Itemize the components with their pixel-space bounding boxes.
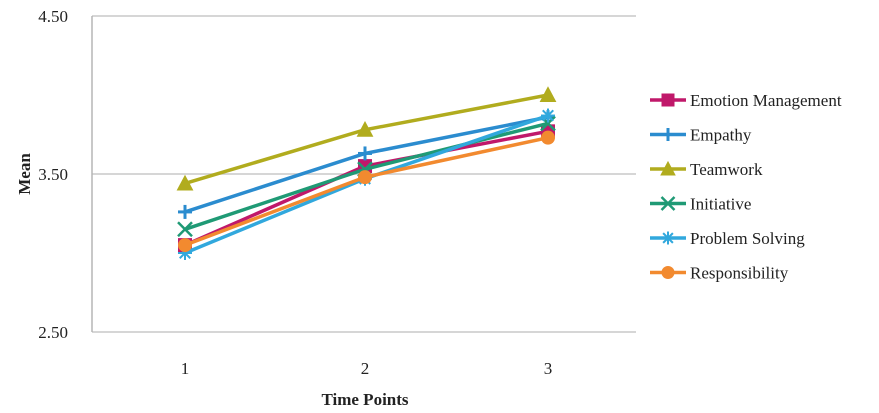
legend-item-initiative: Initiative [650, 195, 751, 214]
marker-stroke [540, 115, 556, 132]
data-point-teamwork [356, 121, 374, 137]
data-point-teamwork [176, 174, 194, 191]
legend-label: Initiative [690, 195, 751, 214]
marker-stroke [542, 109, 554, 122]
legend-marker [661, 93, 675, 107]
data-point-empathy [178, 204, 192, 219]
data-point-problem-solving [541, 108, 555, 123]
series-initiative [177, 115, 556, 238]
data-point-responsibility [541, 130, 555, 145]
x-tick-label: 3 [544, 359, 553, 378]
legend-marker [661, 266, 675, 279]
series-layer [176, 86, 557, 260]
marker-stroke [177, 221, 193, 238]
legend-item-problem-solving: Problem Solving [650, 229, 805, 248]
legend-marker [661, 128, 675, 141]
series-teamwork [176, 86, 557, 191]
series-responsibility [178, 130, 555, 253]
y-tick-label: 4.50 [38, 7, 68, 26]
legend-marker [660, 196, 676, 211]
legend-item-teamwork: Teamwork [650, 160, 763, 179]
y-tick-label: 2.50 [38, 323, 68, 342]
legend-item-empathy: Empathy [650, 126, 752, 145]
legend-label: Teamwork [690, 160, 763, 179]
legend-label: Emotion Management [690, 91, 842, 110]
marker-stroke [662, 232, 674, 244]
legend-item-responsibility: Responsibility [650, 264, 789, 283]
data-point-teamwork [539, 86, 557, 102]
axes: 2.50 3.50 4.50 1 2 3 [38, 7, 552, 378]
x-axis-title: Time Points [321, 390, 408, 409]
legend-label: Problem Solving [690, 229, 805, 248]
legend: Emotion Management Empathy Teamwork Initiat… [650, 91, 842, 283]
legend-item-emotion-management: Emotion Management [650, 91, 842, 110]
x-tick-label: 2 [361, 359, 370, 378]
data-point-responsibility [178, 238, 192, 253]
legend-label: Responsibility [690, 264, 789, 283]
y-axis-title: Mean [15, 153, 34, 195]
marker-stroke [660, 196, 676, 211]
legend-label: Empathy [690, 126, 752, 145]
data-point-empathy [358, 146, 372, 161]
data-point-initiative [177, 221, 193, 238]
data-point-responsibility [358, 170, 372, 185]
legend-marker [660, 160, 676, 176]
legend-marker [661, 231, 675, 245]
x-tick-label: 1 [181, 359, 190, 378]
y-tick-label: 3.50 [38, 165, 68, 184]
